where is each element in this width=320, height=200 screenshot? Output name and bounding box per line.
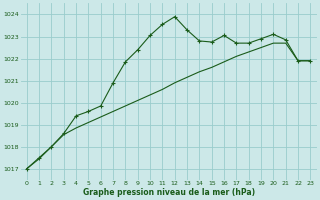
- X-axis label: Graphe pression niveau de la mer (hPa): Graphe pression niveau de la mer (hPa): [83, 188, 255, 197]
